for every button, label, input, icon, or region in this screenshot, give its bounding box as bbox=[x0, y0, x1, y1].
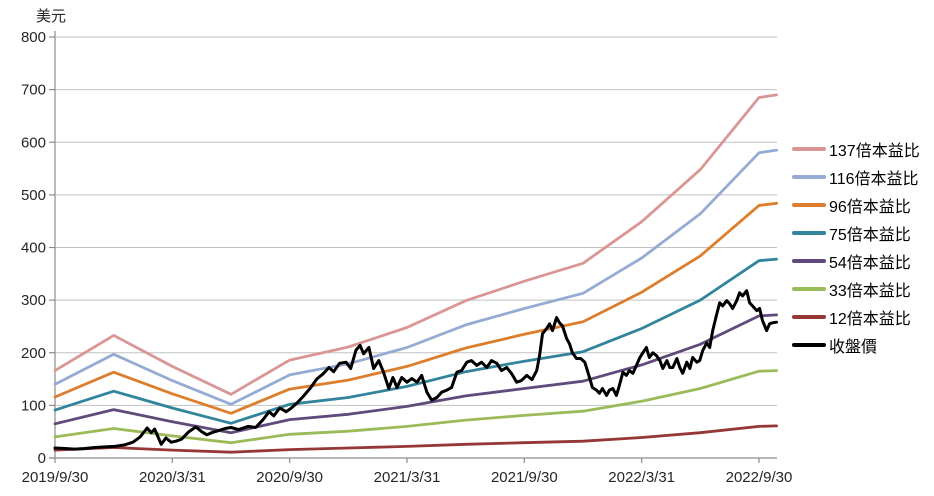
pe-band-line-96 bbox=[53, 201, 778, 415]
legend-item-label: 75倍本益比 bbox=[829, 226, 911, 244]
legend-item: 12倍本益比 bbox=[792, 307, 920, 328]
y-axis-tick-label: 600 bbox=[21, 134, 46, 151]
legend-line-swatch bbox=[792, 314, 826, 319]
legend-item-label: 收盤價 bbox=[829, 338, 878, 356]
x-axis-tick-label: 2019/9/30 bbox=[22, 469, 89, 486]
legend-line-swatch bbox=[792, 258, 826, 263]
y-axis-tick-label: 0 bbox=[38, 450, 46, 467]
pe-band-line-54 bbox=[53, 313, 778, 435]
x-axis-tick-label: 2020/9/30 bbox=[256, 469, 323, 486]
legend-item-label: 96倍本益比 bbox=[829, 198, 911, 216]
legend-line-swatch bbox=[792, 286, 826, 291]
legend-item: 116倍本益比 bbox=[792, 167, 920, 188]
legend-item: 33倍本益比 bbox=[792, 279, 920, 300]
legend-item-label: 137倍本益比 bbox=[829, 142, 920, 160]
legend-line-swatch bbox=[792, 174, 826, 179]
y-axis-tick-label: 200 bbox=[21, 345, 46, 362]
pe-band-line-75 bbox=[53, 257, 778, 425]
y-axis-tick-label: 400 bbox=[21, 240, 46, 257]
legend-item-label: 33倍本益比 bbox=[829, 282, 911, 300]
legend-item: 96倍本益比 bbox=[792, 195, 920, 216]
x-axis-tick-label: 2022/9/30 bbox=[726, 469, 793, 486]
legend-item-label: 116倍本益比 bbox=[829, 170, 919, 188]
legend-item-label: 54倍本益比 bbox=[829, 254, 911, 272]
y-axis-tick-label: 700 bbox=[21, 82, 46, 99]
legend-item: 54倍本益比 bbox=[792, 251, 920, 272]
legend-item: 收盤價 bbox=[792, 335, 920, 356]
legend-line-swatch bbox=[792, 230, 826, 235]
x-axis-tick-label: 2020/3/31 bbox=[139, 469, 206, 486]
pe-band-line-12 bbox=[53, 424, 778, 454]
legend-item-label: 12倍本益比 bbox=[829, 310, 911, 328]
x-axis-tick-label: 2021/9/30 bbox=[491, 469, 558, 486]
x-axis-tick-label: 2021/3/31 bbox=[374, 469, 441, 486]
legend-line-swatch bbox=[792, 342, 826, 347]
legend: 137倍本益比 116倍本益比 96倍本益比 75倍本益比 54倍本益比 33倍本益比 12… bbox=[792, 139, 920, 356]
pe-band-line-116 bbox=[53, 148, 778, 406]
y-axis-tick-label: 500 bbox=[21, 187, 46, 204]
legend-line-swatch bbox=[792, 146, 826, 151]
close-price-line bbox=[53, 289, 779, 451]
y-axis-tick-label: 100 bbox=[21, 397, 46, 414]
legend-item: 137倍本益比 bbox=[792, 139, 920, 160]
legend-line-swatch bbox=[792, 202, 826, 207]
x-axis-tick-label: 2022/3/31 bbox=[608, 469, 675, 486]
y-axis-tick-label: 800 bbox=[21, 29, 46, 46]
legend-item: 75倍本益比 bbox=[792, 223, 920, 244]
y-axis-tick-label: 300 bbox=[21, 292, 46, 309]
pe-band-line-137 bbox=[53, 93, 778, 396]
y-axis-title: 美元 bbox=[36, 8, 67, 25]
